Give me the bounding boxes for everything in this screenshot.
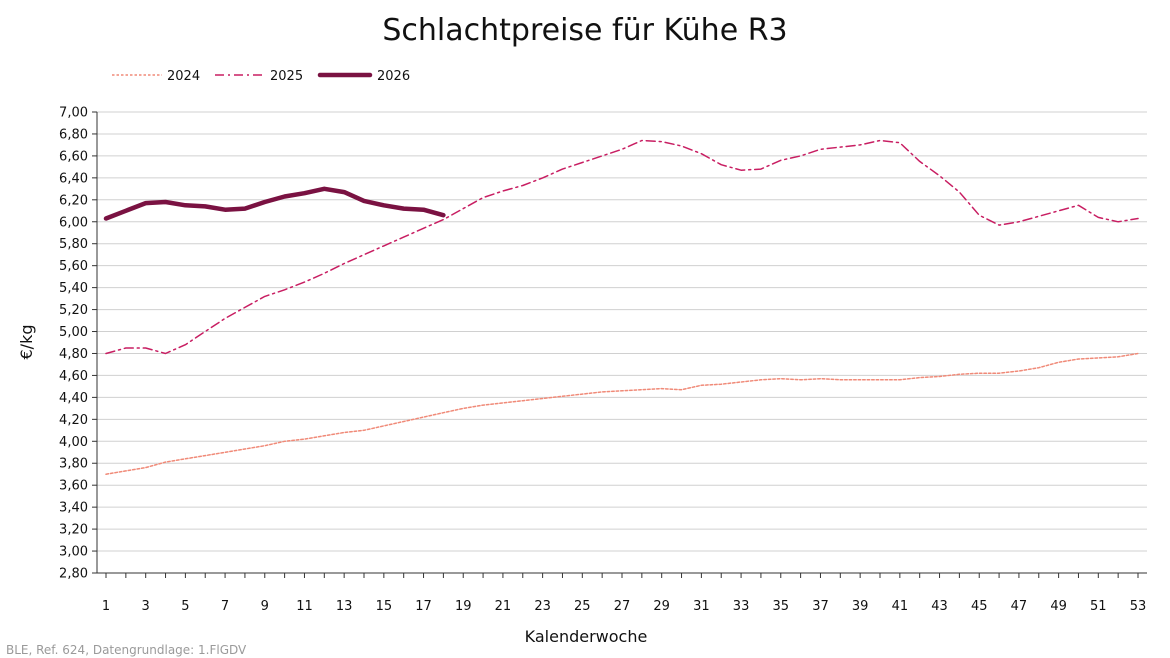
y-tick-label: 5,80	[59, 237, 88, 252]
chart-title: Schlachtpreise für Kühe R3	[382, 13, 787, 48]
legend-item-2025: 2025	[215, 69, 303, 84]
y-tick-label: 4,00	[59, 435, 88, 450]
axes	[96, 112, 1147, 574]
y-tick-label: 4,80	[59, 347, 88, 362]
x-tick-label: 23	[534, 599, 551, 614]
legend-item-2024: 2024	[112, 69, 200, 84]
y-tick-label: 6,00	[59, 215, 88, 230]
y-tick-label: 3,40	[59, 501, 88, 516]
x-tick-label: 49	[1050, 599, 1067, 614]
x-tick-label: 51	[1090, 599, 1107, 614]
x-tick-label: 5	[181, 599, 189, 614]
x-tick-label: 7	[221, 599, 229, 614]
legend-item-2026: 2026	[317, 69, 410, 84]
x-tick-label: 29	[653, 599, 670, 614]
y-tick-label: 4,40	[59, 391, 88, 406]
x-tick-label: 25	[574, 599, 591, 614]
x-tick-label: 43	[931, 599, 948, 614]
legend-label-2025: 2025	[270, 69, 303, 84]
x-tick-label: 33	[733, 599, 750, 614]
x-tick-label: 31	[693, 599, 710, 614]
series-layer	[103, 139, 1139, 475]
x-tick-label: 17	[415, 599, 432, 614]
grid	[97, 111, 1147, 574]
x-tick-label: 47	[1011, 599, 1028, 614]
x-tick-label: 1	[102, 599, 110, 614]
x-axis-label: Kalenderwoche	[525, 627, 648, 646]
x-tick-label: 3	[142, 599, 150, 614]
x-tick-label: 37	[812, 599, 829, 614]
x-tick-label: 45	[971, 599, 988, 614]
x-tick-label: 11	[296, 599, 313, 614]
y-tick-label: 4,60	[59, 369, 88, 384]
series-line-2024	[105, 352, 1139, 475]
x-axis-ticks: 1 3 5 7 9 11 13 15 17 19 21 23 25 27 29 31 33 35 37 39 41 43 4…	[102, 573, 1146, 614]
y-tick-label: 5,40	[59, 281, 88, 296]
x-tick-label: 15	[376, 599, 393, 614]
y-tick-label: 6,20	[59, 193, 88, 208]
y-axis-ticks: 2,80 3,00 3,20 3,40 3,60 3,80 4,00 4,20 4,40 4,60…	[59, 106, 97, 582]
y-tick-label: 5,60	[59, 259, 88, 274]
y-tick-label: 3,80	[59, 457, 88, 472]
y-tick-label: 3,20	[59, 523, 88, 538]
x-tick-label: 27	[614, 599, 631, 614]
y-tick-label: 6,60	[59, 149, 88, 164]
x-tick-label: 9	[261, 599, 269, 614]
y-tick-label: 7,00	[59, 106, 88, 121]
y-tick-label: 2,80	[59, 567, 88, 582]
y-tick-label: 4,20	[59, 413, 88, 428]
x-tick-label: 35	[772, 599, 789, 614]
y-tick-label: 5,20	[59, 303, 88, 318]
y-tick-label: 3,60	[59, 479, 88, 494]
y-tick-label: 5,00	[59, 325, 88, 340]
x-tick-label: 13	[336, 599, 353, 614]
x-tick-label: 39	[852, 599, 869, 614]
x-tick-label: 41	[892, 599, 909, 614]
x-tick-label: 53	[1130, 599, 1147, 614]
y-axis-label: €/kg	[17, 325, 36, 360]
legend-label-2024: 2024	[167, 69, 200, 84]
series-line-2026	[103, 186, 446, 221]
y-tick-label: 6,80	[59, 127, 88, 142]
y-tick-label: 6,40	[59, 171, 88, 186]
x-tick-label: 21	[495, 599, 512, 614]
x-tick-label: 19	[455, 599, 472, 614]
legend-label-2026: 2026	[377, 69, 410, 84]
series-line-2025	[105, 139, 1139, 355]
legend: 2024 2025 2026	[112, 69, 410, 84]
source-note: BLE, Ref. 624, Datengrundlage: 1.FlGDV	[6, 643, 247, 657]
y-tick-label: 3,00	[59, 545, 88, 560]
